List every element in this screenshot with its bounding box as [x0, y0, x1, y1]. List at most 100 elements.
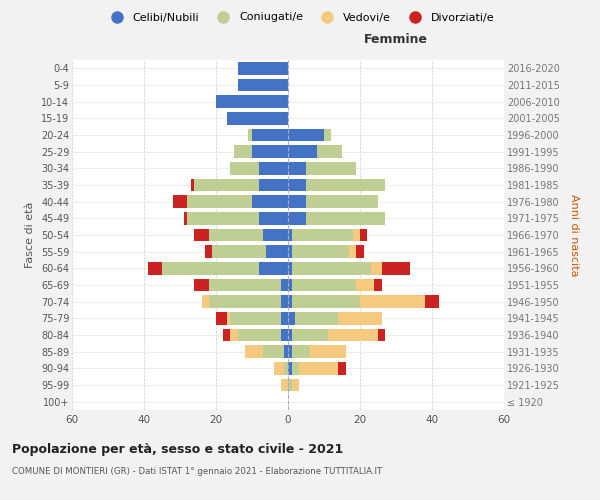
Bar: [205, 246, 212, 258]
Bar: [360, 296, 425, 308]
Bar: [191, 179, 194, 192]
Bar: [259, 179, 288, 192]
Bar: [184, 212, 187, 224]
Bar: [353, 229, 360, 241]
Bar: [328, 329, 378, 341]
Bar: [288, 146, 317, 158]
Bar: [356, 279, 374, 291]
Bar: [252, 146, 288, 158]
Bar: [324, 129, 331, 141]
Bar: [230, 162, 259, 174]
Bar: [288, 162, 306, 174]
Bar: [194, 229, 209, 241]
Bar: [230, 312, 281, 324]
Bar: [281, 329, 288, 341]
Bar: [338, 362, 346, 374]
Bar: [248, 129, 252, 141]
Bar: [259, 262, 288, 274]
Bar: [284, 346, 288, 358]
Bar: [216, 312, 227, 324]
Bar: [187, 196, 252, 208]
Bar: [281, 296, 288, 308]
Bar: [288, 196, 306, 208]
Bar: [162, 262, 259, 274]
Bar: [227, 112, 288, 124]
Bar: [252, 129, 288, 141]
Legend: Celibi/Nubili, Coniugati/e, Vedovi/e, Divorziati/e: Celibi/Nubili, Coniugati/e, Vedovi/e, Di…: [101, 8, 499, 27]
Bar: [263, 229, 288, 241]
Bar: [292, 246, 349, 258]
Bar: [425, 296, 439, 308]
Y-axis label: Fasce di età: Fasce di età: [25, 202, 35, 268]
Bar: [202, 296, 209, 308]
Bar: [292, 362, 299, 374]
Bar: [281, 279, 288, 291]
Bar: [288, 329, 292, 341]
Bar: [212, 246, 266, 258]
Bar: [299, 362, 338, 374]
Bar: [234, 146, 252, 158]
Bar: [338, 312, 382, 324]
Bar: [288, 246, 292, 258]
Bar: [292, 296, 360, 308]
Bar: [292, 229, 353, 241]
Bar: [274, 362, 284, 374]
Bar: [382, 262, 410, 274]
Y-axis label: Anni di nascita: Anni di nascita: [569, 194, 579, 276]
Bar: [288, 296, 292, 308]
Bar: [259, 212, 288, 224]
Bar: [288, 129, 324, 141]
Bar: [374, 279, 382, 291]
Bar: [378, 329, 385, 341]
Bar: [216, 96, 288, 108]
Bar: [288, 229, 292, 241]
Bar: [281, 379, 288, 391]
Text: Femmine: Femmine: [364, 33, 428, 46]
Bar: [349, 246, 356, 258]
Bar: [306, 212, 385, 224]
Bar: [306, 179, 385, 192]
Bar: [292, 346, 310, 358]
Bar: [263, 346, 284, 358]
Bar: [284, 362, 288, 374]
Bar: [371, 262, 382, 274]
Bar: [295, 312, 338, 324]
Bar: [245, 346, 263, 358]
Bar: [288, 212, 306, 224]
Bar: [288, 279, 292, 291]
Bar: [230, 329, 238, 341]
Text: Popolazione per età, sesso e stato civile - 2021: Popolazione per età, sesso e stato civil…: [12, 442, 343, 456]
Bar: [209, 229, 263, 241]
Bar: [173, 196, 187, 208]
Bar: [306, 162, 356, 174]
Bar: [288, 312, 295, 324]
Bar: [259, 162, 288, 174]
Bar: [252, 196, 288, 208]
Bar: [288, 262, 292, 274]
Bar: [360, 229, 367, 241]
Bar: [281, 312, 288, 324]
Bar: [209, 279, 281, 291]
Bar: [194, 179, 259, 192]
Bar: [306, 196, 378, 208]
Bar: [310, 346, 346, 358]
Bar: [209, 296, 281, 308]
Bar: [266, 246, 288, 258]
Bar: [288, 179, 306, 192]
Bar: [238, 79, 288, 92]
Bar: [288, 379, 292, 391]
Bar: [223, 329, 230, 341]
Bar: [292, 262, 371, 274]
Bar: [292, 329, 328, 341]
Bar: [317, 146, 342, 158]
Bar: [148, 262, 162, 274]
Text: COMUNE DI MONTIERI (GR) - Dati ISTAT 1° gennaio 2021 - Elaborazione TUTTITALIA.I: COMUNE DI MONTIERI (GR) - Dati ISTAT 1° …: [12, 468, 382, 476]
Bar: [288, 362, 292, 374]
Bar: [288, 346, 292, 358]
Bar: [292, 379, 299, 391]
Bar: [292, 279, 356, 291]
Bar: [194, 279, 209, 291]
Bar: [356, 246, 364, 258]
Bar: [227, 312, 230, 324]
Bar: [238, 62, 288, 74]
